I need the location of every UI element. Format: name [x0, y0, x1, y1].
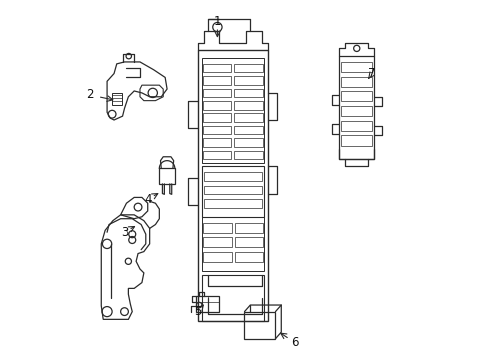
Text: 5: 5: [194, 305, 202, 318]
Text: 3: 3: [121, 226, 128, 239]
Text: 4: 4: [143, 193, 151, 206]
Text: 7: 7: [368, 67, 375, 80]
Text: 6: 6: [290, 336, 298, 349]
Text: 1: 1: [213, 15, 221, 28]
Text: 2: 2: [86, 88, 93, 101]
